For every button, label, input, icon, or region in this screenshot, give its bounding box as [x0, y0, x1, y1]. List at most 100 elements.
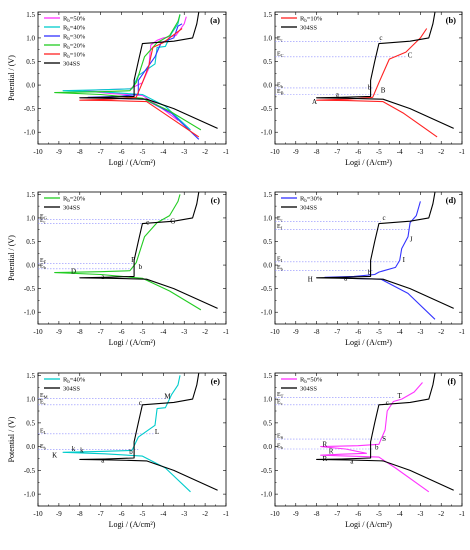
y-tick-label: 1.5	[26, 372, 35, 380]
guide-label-main: E	[277, 216, 281, 222]
series-line-rb50	[320, 382, 430, 493]
legend-text-sub: b	[67, 37, 70, 42]
curve-point-label: G	[170, 218, 175, 226]
guide-line-label: Ec	[40, 218, 46, 225]
guide-line-label: EJ	[277, 224, 283, 231]
guide-label-sub: c	[44, 220, 46, 225]
y-tick-label: 0.5	[263, 238, 272, 246]
legend-entry: Rb=10%	[63, 52, 86, 61]
x-tick-label: -4	[397, 148, 403, 156]
x-tick-label: -9	[56, 148, 62, 156]
y-tick-label: -1.0	[24, 129, 36, 137]
plot-frame	[274, 372, 463, 507]
guide-label-main: E	[277, 256, 281, 262]
guide-label-sub: S	[281, 435, 284, 440]
x-tick-label: -7	[334, 328, 340, 336]
y-tick-label: -1.0	[261, 309, 273, 317]
x-tick-label: -3	[181, 148, 187, 156]
y-tick-label: -1.0	[261, 129, 273, 137]
guide-label-sub: b	[281, 84, 284, 89]
curve-point-label: b	[139, 263, 143, 271]
legend-text-rest: =20%	[70, 196, 86, 203]
guide-label-main: E	[277, 399, 281, 405]
guide-label-main: E	[40, 393, 44, 399]
guide-label-sub: c	[281, 38, 283, 43]
x-tick-label: -5	[376, 148, 382, 156]
legend-entry: 304SS	[300, 205, 317, 212]
curve-point-label: c	[386, 399, 389, 407]
legend-text-main: R	[63, 43, 68, 50]
panel-label: (f)	[448, 376, 457, 386]
x-tick-label: -5	[140, 510, 146, 518]
guide-line-label: EI	[277, 256, 283, 263]
x-tick-label: -8	[77, 510, 83, 518]
guide-label-main: E	[277, 224, 281, 230]
curve-point-label: S	[382, 435, 386, 443]
series-group	[316, 12, 454, 138]
guide-line-label: EM	[40, 393, 48, 400]
guide-line-label: Ec	[277, 399, 283, 406]
x-tick-label: -1	[459, 510, 465, 518]
guide-line-label: Eb	[277, 82, 284, 89]
curve-point-label: H	[308, 276, 313, 284]
y-tick-label: -0.5	[261, 105, 273, 113]
curve-point-label: c	[379, 34, 382, 42]
x-tick-label: -7	[98, 328, 104, 336]
x-tick-label: -2	[202, 148, 208, 156]
guide-label-sub: c	[281, 218, 283, 223]
y-tick-label: 0.0	[263, 82, 272, 90]
y-axis-title: Potential / (V)	[7, 235, 16, 281]
legend-entry: Rb=10%	[300, 16, 323, 25]
guide-label-sub: J	[281, 226, 283, 231]
x-tick-label: -3	[181, 510, 187, 518]
series-line-rb20	[54, 14, 202, 131]
x-tick-label: -2	[202, 328, 208, 336]
x-tick-label: -6	[355, 148, 361, 156]
x-tick-label: -2	[438, 510, 444, 518]
x-tick-label: -10	[33, 510, 43, 518]
y-tick-label: 0.5	[26, 238, 35, 246]
series-line-304ss	[316, 192, 454, 309]
y-tick-label: 0.5	[263, 58, 272, 66]
y-tick-label: -1.0	[24, 309, 36, 317]
curve-point-label: B	[381, 87, 386, 95]
y-tick-label: 0.5	[26, 419, 35, 427]
panel-label: (a)	[210, 15, 220, 25]
y-tick-label: 0.5	[26, 58, 35, 66]
curve-point-label: F	[131, 256, 135, 264]
panel-label: (e)	[211, 376, 221, 386]
x-tick-label: -2	[438, 148, 444, 156]
guide-line-label: Eb	[40, 263, 47, 270]
curve-point-label: A	[312, 98, 317, 106]
y-tick-label: 1.0	[26, 214, 35, 222]
x-tick-label: -8	[77, 148, 83, 156]
y-axis-title: Potential / (V)	[7, 416, 16, 462]
series-line-304ss	[79, 373, 218, 491]
chart-panel-d: -10 -9 -8 -7 -6 -5 -4 -3 -2 -1 -1.0 -0.5 0.0 0.5 1.0 1.…	[261, 191, 466, 347]
curve-point-label: c	[139, 399, 142, 407]
legend-text-rest: =30%	[307, 196, 323, 203]
guide-label-sub: c	[281, 401, 283, 406]
legend-entry: 304SS	[300, 386, 317, 393]
curve-point-label: R	[323, 455, 328, 463]
y-tick-label: 0.0	[263, 262, 272, 270]
x-tick-label: -3	[418, 328, 424, 336]
y-tick-label: 1.5	[263, 372, 272, 380]
y-tick-label: 0.0	[263, 443, 272, 451]
plot-frame	[37, 372, 227, 507]
guide-label-main: E	[40, 444, 44, 450]
y-tick-label: 1.5	[26, 11, 35, 19]
y-tick-label: -0.5	[261, 285, 273, 293]
y-tick-label: 1.0	[263, 396, 272, 404]
legend-entry: 304SS	[63, 386, 80, 393]
x-axis-title: Logi / (A/cm²)	[345, 338, 392, 347]
curve-point-label: b	[368, 83, 372, 91]
x-tick-label: -6	[355, 510, 361, 518]
x-tick-label: -7	[98, 148, 104, 156]
x-axis-title: Logi / (A/cm²)	[345, 158, 392, 167]
legend-entry: Rb=40%	[63, 25, 86, 34]
guide-label-sub: b	[44, 265, 47, 270]
y-tick-label: 0.5	[263, 419, 272, 427]
legend-entry: Rb=30%	[300, 196, 323, 205]
x-tick-label: -1	[223, 148, 229, 156]
